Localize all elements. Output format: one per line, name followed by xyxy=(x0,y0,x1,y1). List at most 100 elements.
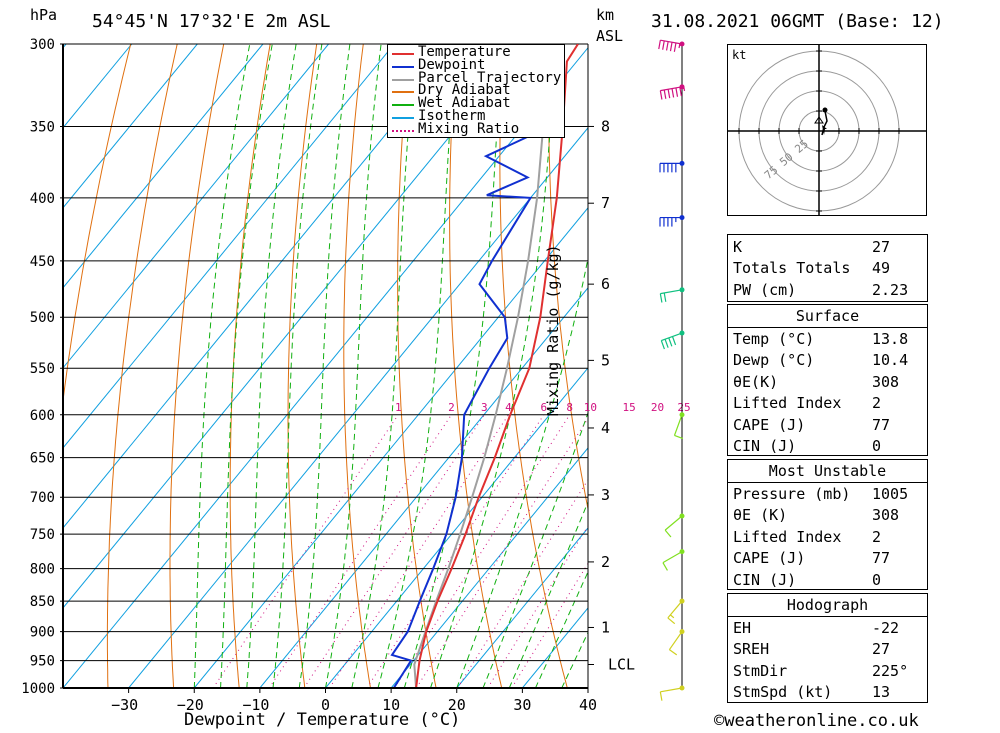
wind-barb-flag xyxy=(662,562,668,571)
hodograph-ring-label: 25 xyxy=(792,137,811,155)
wet-adiabat-line xyxy=(482,411,588,688)
pressure-tick-label: 900 xyxy=(30,625,55,641)
indices-value: 10.4 xyxy=(872,351,909,370)
indices-row: Dewp (°C) 10.4 xyxy=(728,349,927,370)
legend-entry: Mixing Ratio xyxy=(388,121,564,137)
chart-legend: Temperature Dewpoint Parcel Trajectory Dry … xyxy=(387,44,565,138)
temp-tick-label: 20 xyxy=(448,696,466,714)
wet-adiabat-line xyxy=(508,500,588,688)
mixing-ratio-label: 8 xyxy=(566,401,573,414)
wind-barb-staff xyxy=(664,515,683,531)
indices-row: Totals Totals 49 xyxy=(728,257,927,278)
wind-barb xyxy=(660,330,685,350)
mixing-ratio-label: 2 xyxy=(448,401,455,414)
indices-value: 77 xyxy=(872,549,891,568)
wind-barb-staff xyxy=(660,289,683,295)
km-tick-label: 3 xyxy=(601,486,610,504)
indices-row: K 27 xyxy=(728,236,927,257)
wind-barb-flag xyxy=(674,434,684,440)
pressure-tick-label: 650 xyxy=(30,451,55,467)
wind-barb xyxy=(659,160,685,173)
indices-value: 13 xyxy=(872,683,891,702)
indices-row: CAPE (J) 77 xyxy=(728,547,927,568)
indices-basic-panel: K 27 Totals Totals 49 PW (cm) 2.23 xyxy=(727,234,928,302)
temp-tick-label: −10 xyxy=(242,696,269,714)
indices-label: CAPE (J) xyxy=(733,549,806,568)
x-axis-title: Dewpoint / Temperature (°C) xyxy=(184,710,461,730)
hodograph-trace xyxy=(821,110,828,136)
isotherm-lines xyxy=(63,44,588,688)
isotherm-line xyxy=(390,447,588,688)
indices-hodograph-panel: Hodograph EH -22 SREH 27 StmDir 225° StmSpd (kt… xyxy=(727,593,928,703)
isotherm-line xyxy=(63,44,264,289)
wind-barb xyxy=(673,412,685,440)
legend-label: Wet Adiabat xyxy=(418,95,511,112)
indices-label: Temp (°C) xyxy=(733,330,815,348)
temp-tick-label: 10 xyxy=(382,696,400,714)
wet-adiabat-line xyxy=(298,44,351,688)
isotherm-line xyxy=(456,527,588,688)
indices-row: Lifted Index 2 xyxy=(728,392,927,413)
mixing-ratio-lines xyxy=(212,414,588,688)
axis-tick-labels: 3003504004505005506006507007508008509009… xyxy=(21,37,690,714)
isotherm-line xyxy=(63,44,198,209)
indices-label: θE(K) xyxy=(733,372,779,391)
wind-barb-staff xyxy=(673,414,683,436)
indices-divider xyxy=(728,327,927,328)
legend-entry: Parcel Trajectory xyxy=(388,70,564,86)
mixing-ratio-line xyxy=(268,414,452,688)
hodograph-unit-label: kt xyxy=(732,48,747,62)
pressure-tick-label: 750 xyxy=(30,527,55,543)
wet-adiabat-line xyxy=(220,44,273,688)
dry-adiabat-line xyxy=(596,44,699,688)
dry-adiabat-line xyxy=(229,44,271,688)
wind-barb-flag xyxy=(664,529,672,538)
temp-tick-label: −30 xyxy=(111,696,138,714)
indices-label: PW (cm) xyxy=(733,280,797,299)
isotherm-line xyxy=(63,44,395,449)
pressure-lines xyxy=(60,43,588,689)
legend-swatch xyxy=(392,91,414,94)
mixing-ratio-line xyxy=(366,414,545,688)
wind-barb-flag xyxy=(679,87,682,97)
wet-adiabat-line xyxy=(351,44,417,688)
location-title: 54°45'N 17°32'E 2m ASL xyxy=(92,11,331,32)
indices-value: 49 xyxy=(872,259,891,278)
indices-value: -22 xyxy=(872,619,900,637)
legend-swatch xyxy=(392,117,414,119)
indices-value: 2 xyxy=(872,527,882,546)
dry-adiabat-line xyxy=(63,44,132,405)
indices-value: 77 xyxy=(872,415,891,434)
indices-value: 13.8 xyxy=(872,330,909,348)
pressure-tick-label: 850 xyxy=(30,594,55,610)
indices-value: 308 xyxy=(872,506,900,525)
wind-barb-flag xyxy=(673,42,677,52)
km-tick-label: 6 xyxy=(601,275,610,293)
temp-tick-label: 30 xyxy=(513,696,531,714)
pressure-tick-label: 300 xyxy=(30,37,55,53)
indices-value: 27 xyxy=(872,238,891,256)
indices-row: PW (cm) 2.23 xyxy=(728,279,927,300)
km-tick-label: 4 xyxy=(601,419,610,437)
dewpoint-profile xyxy=(390,44,552,688)
indices-row: CIN (J) 0 xyxy=(728,435,927,456)
pressure-tick-label: 350 xyxy=(30,119,55,135)
indices-value: 1005 xyxy=(872,485,909,503)
wet-adiabat-line xyxy=(193,44,251,688)
wind-barb-flag xyxy=(665,41,669,51)
indices-label: K xyxy=(733,238,743,256)
pressure-tick-label: 700 xyxy=(30,490,55,506)
wind-barb-flag xyxy=(663,89,667,99)
indices-label: Dewp (°C) xyxy=(733,351,815,370)
mixing-ratio-line xyxy=(329,414,509,688)
indices-row: Lifted Index 2 xyxy=(728,526,927,547)
dry-adiabat-line xyxy=(343,44,371,688)
wind-barb-flag xyxy=(671,336,677,346)
pressure-tick-label: 950 xyxy=(30,654,55,670)
indices-label: SREH xyxy=(733,640,770,659)
hodograph-top-point xyxy=(822,107,828,113)
dry-adiabat-line xyxy=(449,44,503,688)
wind-barb xyxy=(664,513,685,538)
pressure-tick-label: 450 xyxy=(30,254,55,270)
